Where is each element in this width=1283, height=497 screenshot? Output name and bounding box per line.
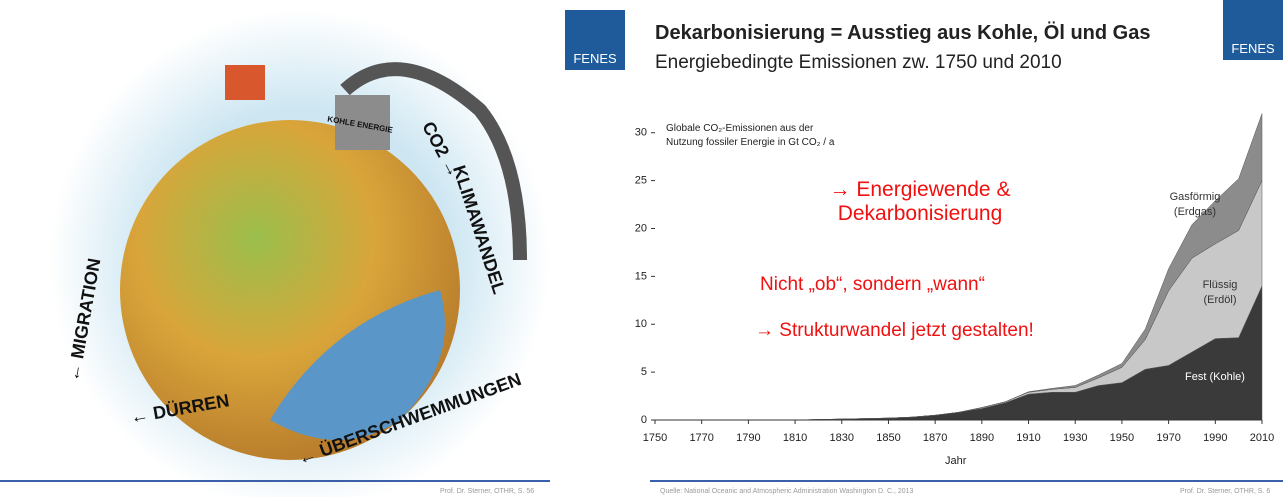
annotation: → Energiewende & Dekarbonisierung [829, 178, 1011, 225]
title: Dekarbonisierung = Ausstieg aus Kohle, Ö… [655, 22, 1151, 44]
x-tick-label: 1930 [1063, 432, 1087, 444]
logo: FENES [565, 10, 625, 70]
y-tick-label: 10 [635, 318, 647, 330]
y-axis-title: Globale CO₂-Emissionen aus der Nutzung f… [666, 123, 835, 148]
x-tick-label: 1990 [1203, 432, 1227, 444]
ocean [270, 290, 445, 440]
x-tick-label: 1830 [830, 432, 854, 444]
y-tick-label: 30 [635, 127, 647, 139]
x-tick-label: 2010 [1250, 432, 1274, 444]
power-plant [335, 95, 390, 150]
series-label: Flüssig (Erdöl) [1202, 279, 1238, 306]
smoke [340, 62, 527, 261]
x-tick-label: 1790 [736, 432, 760, 444]
y-tick-label: 5 [641, 366, 647, 378]
x-tick-label: 1870 [923, 432, 947, 444]
footer: Prof. Dr. Sterner, OTHR, S. 6 [1180, 488, 1271, 495]
x-tick-label: 1850 [876, 432, 900, 444]
x-tick-label: 1950 [1110, 432, 1134, 444]
y-tick-label: 25 [635, 175, 647, 187]
series-label: Gasförmig (Erdgas) [1169, 191, 1221, 218]
subtitle: Energiebedingte Emissionen zw. 1750 und … [655, 52, 1062, 73]
y-tick-label: 0 [641, 414, 647, 426]
x-tick-label: 1890 [970, 432, 994, 444]
y-tick-label: 15 [635, 270, 647, 282]
armchair [225, 65, 265, 100]
y-tick-label: 20 [635, 222, 647, 234]
x-tick-label: 1910 [1016, 432, 1040, 444]
area [655, 113, 1263, 421]
x-tick-label: 1810 [783, 432, 807, 444]
x-axis-title: Jahr [945, 455, 967, 467]
annotation: → Strukturwandel jetzt gestalten! [755, 320, 1034, 341]
logo: FENES [1223, 0, 1283, 60]
source: Quelle: National Oceanic and Atmospheric… [660, 488, 914, 495]
annotation: Nicht „ob“, sondern „wann“ [760, 274, 985, 295]
footer: Prof. Dr. Sterner, OTHR, S. 56 [440, 488, 535, 495]
x-tick-label: 1750 [643, 432, 667, 444]
x-tick-label: 1770 [689, 432, 713, 444]
x-tick-label: 1970 [1156, 432, 1180, 444]
series-label: Fest (Kohle) [1185, 371, 1245, 383]
